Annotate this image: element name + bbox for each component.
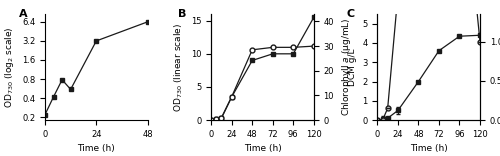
Y-axis label: OD$_{730}$ (linear scale): OD$_{730}$ (linear scale) bbox=[173, 23, 186, 112]
X-axis label: Time (h): Time (h) bbox=[78, 144, 115, 153]
Y-axis label: DCM g/L: DCM g/L bbox=[348, 48, 357, 86]
X-axis label: Time (h): Time (h) bbox=[244, 144, 282, 153]
Y-axis label: Chlorophyll $a$ (μg/mL): Chlorophyll $a$ (μg/mL) bbox=[340, 18, 352, 116]
Text: B: B bbox=[178, 9, 186, 19]
Y-axis label: OD$_{730}$ (log$_2$ scale): OD$_{730}$ (log$_2$ scale) bbox=[4, 26, 16, 108]
Text: A: A bbox=[20, 9, 28, 19]
X-axis label: Time (h): Time (h) bbox=[410, 144, 448, 153]
Text: C: C bbox=[346, 9, 355, 19]
